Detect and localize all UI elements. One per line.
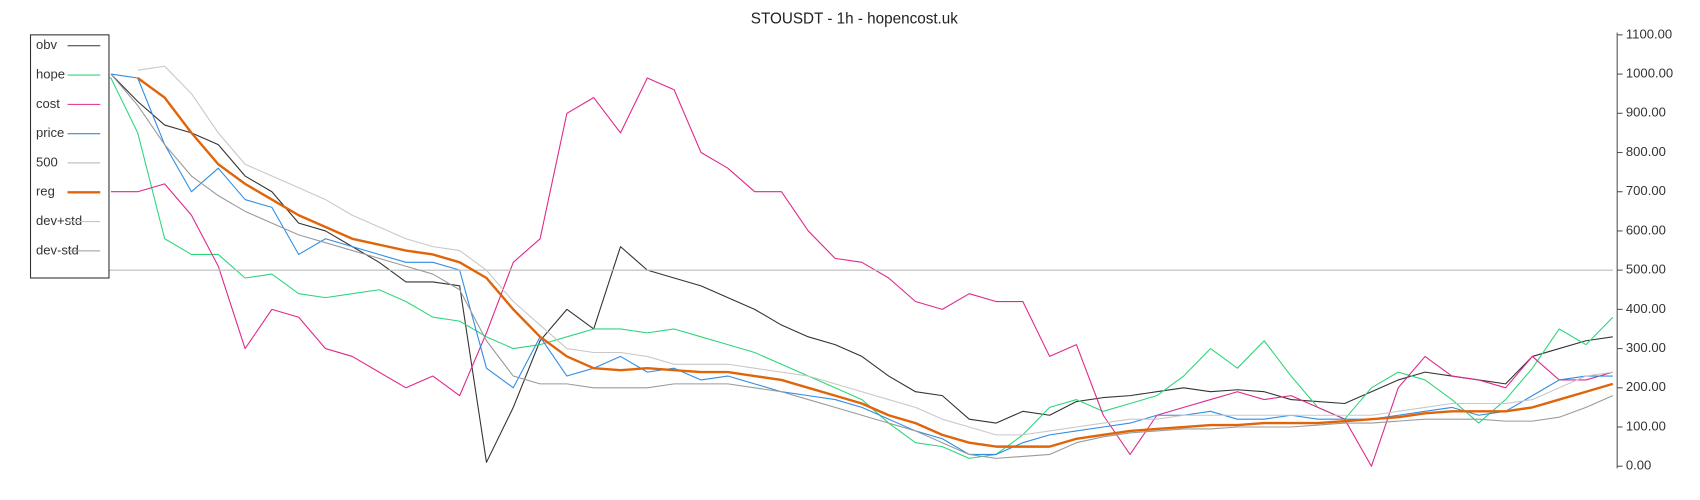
y-tick-label: 100.00	[1626, 418, 1666, 433]
legend-label: 500	[36, 154, 58, 169]
y-tick-label: 1100.00	[1626, 26, 1672, 41]
legend-label: cost	[36, 96, 60, 111]
y-tick-label: 200.00	[1626, 379, 1666, 394]
series-line	[110, 77, 1613, 467]
series-line	[137, 65, 1613, 436]
y-tick-label: 900.00	[1626, 105, 1666, 120]
legend-label: dev-std	[36, 242, 79, 257]
legend-label: reg	[36, 184, 55, 199]
series-line	[110, 73, 1613, 463]
legend-label: obv	[36, 37, 58, 52]
y-tick-label: 1000.00	[1626, 66, 1673, 81]
series-line	[137, 77, 1614, 448]
y-tick-label: 700.00	[1626, 183, 1666, 198]
y-tick-label: 600.00	[1626, 222, 1666, 237]
y-tick-label: 800.00	[1626, 144, 1666, 159]
y-tick-label: 300.00	[1626, 340, 1666, 355]
series-line	[29, 73, 1614, 459]
legend-label: dev+std	[36, 213, 82, 228]
series-line	[110, 73, 1614, 459]
legend: obv hope cost price 500 reg dev+std dev-std	[29, 34, 110, 279]
y-tick-label: 400.00	[1626, 301, 1666, 316]
y-tick-label: 500.00	[1626, 262, 1666, 277]
y-tick-label: 0.00	[1626, 458, 1651, 473]
series-line	[110, 73, 1613, 456]
chart-title: STOUSDT - 1h - hopencost.uk	[751, 11, 959, 28]
legend-label: price	[36, 125, 64, 140]
legend-label: hope	[36, 67, 65, 82]
